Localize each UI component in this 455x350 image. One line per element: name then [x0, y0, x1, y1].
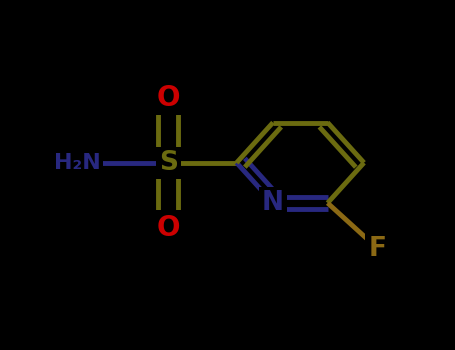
Text: N: N: [262, 190, 284, 216]
Text: H₂N: H₂N: [54, 153, 101, 173]
Text: S: S: [159, 150, 178, 176]
Text: F: F: [369, 236, 387, 261]
Text: O: O: [157, 84, 180, 112]
Text: O: O: [157, 214, 180, 242]
